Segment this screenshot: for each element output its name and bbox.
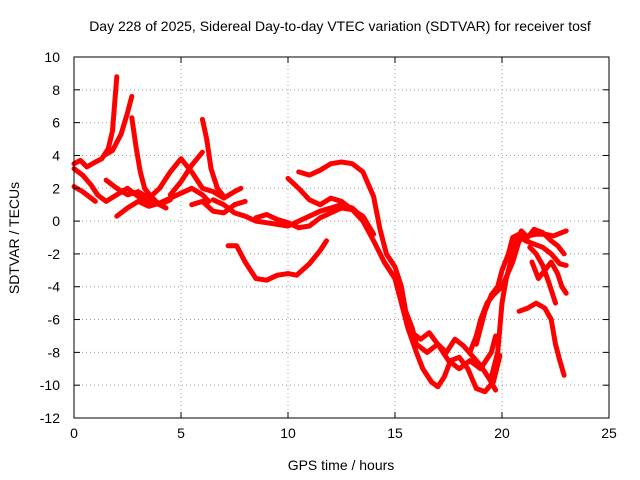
series-arc-10: [199, 116, 227, 199]
y-tick-label: -2: [48, 246, 61, 262]
series-arc-15: [296, 159, 499, 372]
series-arc-22: [529, 259, 569, 296]
x-tick-label: 0: [70, 425, 78, 441]
series-arc-14: [285, 175, 377, 237]
series-arc-1: [71, 74, 120, 170]
series-arc-21: [516, 300, 567, 378]
chart-title: Day 228 of 2025, Sidereal Day-to-day VTE…: [89, 18, 591, 34]
data-traces: [71, 74, 569, 395]
y-tick-label: -12: [40, 410, 60, 426]
y-tick-label: -8: [48, 344, 61, 360]
series-arc-13: [253, 205, 402, 298]
y-tick-label: -6: [48, 312, 61, 328]
y-axis-label: SDTVAR / TECUs: [6, 182, 22, 294]
grid: [74, 57, 609, 418]
y-tick-label: 2: [52, 180, 60, 196]
x-axis-label: GPS time / hours: [288, 457, 395, 473]
series-arc-4: [101, 93, 135, 158]
y-tick-label: 8: [52, 82, 60, 98]
y-tick-labels: -12 -10 -8 -6 -4 -2 0 2 4 6 8 10: [40, 49, 60, 426]
series-arc-12: [225, 238, 329, 283]
y-tick-label: 0: [52, 213, 60, 229]
series-arc-3: [71, 184, 98, 204]
x-tick-label: 15: [387, 425, 403, 441]
axis-ticks: [73, 56, 610, 419]
x-tick-label: 5: [177, 425, 185, 441]
series-arc-8: [167, 149, 205, 198]
x-tick-label: 10: [280, 425, 296, 441]
x-tick-label: 25: [601, 425, 617, 441]
plot-frame: [73, 56, 610, 419]
series-arc-23: [527, 244, 558, 306]
series-arc-7: [129, 115, 169, 211]
series-arc-20: [488, 226, 567, 380]
series-arc-2: [71, 166, 173, 208]
series-arc-17: [409, 330, 499, 393]
y-tick-label: 4: [52, 147, 60, 163]
y-tick-label: 6: [52, 115, 60, 131]
y-tick-label: -10: [40, 377, 60, 393]
y-tick-label: -4: [48, 279, 61, 295]
series-arc-6: [114, 185, 212, 219]
y-tick-label: 10: [44, 49, 60, 65]
x-tick-labels: 0 5 10 15 20 25: [70, 425, 617, 441]
x-tick-label: 20: [494, 425, 510, 441]
series-arc-11: [210, 197, 366, 229]
series-arc-16: [381, 259, 503, 395]
series-arc-9: [189, 198, 248, 216]
